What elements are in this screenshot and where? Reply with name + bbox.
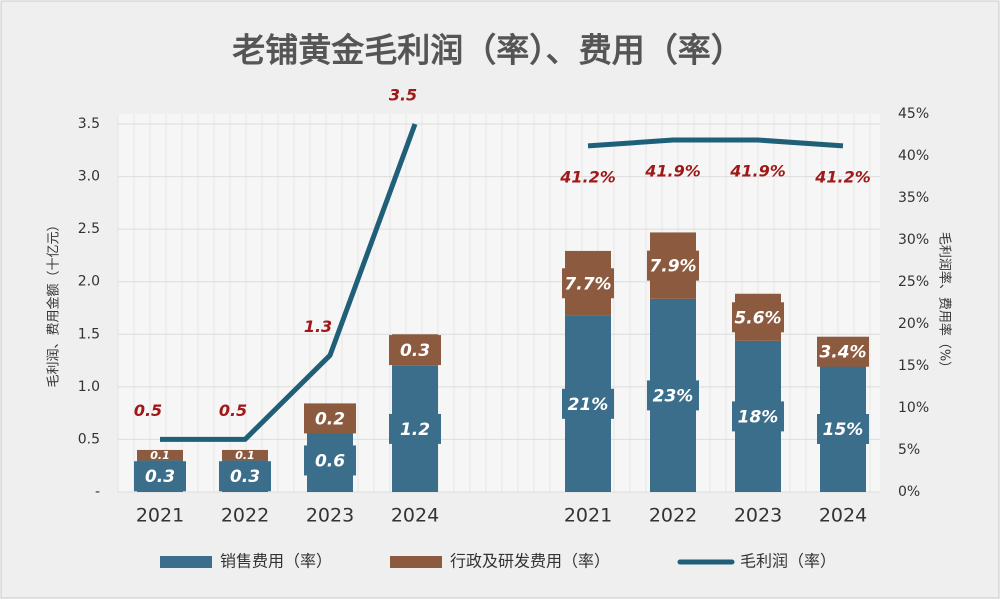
x-tick-label: 2023 [306,505,354,527]
label-box [304,403,356,434]
data-label: 0.3 [145,467,175,487]
legend-label: 毛利润（率） [740,552,836,571]
label-box [562,388,614,419]
y-tick-label: 3.0 [78,169,100,185]
x-tick-label: 2022 [221,505,269,527]
data-label: 15% [823,420,864,440]
data-label: 18% [738,407,779,427]
bar [222,449,268,461]
y-tick-label: 40% [898,148,929,164]
x-tick-label: 2021 [564,505,612,527]
legend-label: 销售费用（率） [220,552,332,571]
bar [137,449,183,461]
label-box [134,461,186,492]
data-label: 41.2% [814,167,871,186]
legend-label: 行政及研发费用（率） [450,552,610,571]
data-label: 23% [653,386,694,406]
label-box [732,401,784,432]
y-tick-label: 35% [898,190,929,206]
data-label: 7.9% [649,257,696,277]
label-box [219,461,271,492]
y-tick-label: 30% [898,232,929,248]
data-label: 21% [568,395,609,415]
data-label: 0.1 [235,449,255,462]
data-label: 0.5 [219,401,247,420]
chart-title: 老铺黄金毛利润（率）、费用（率） [232,31,744,70]
label-box [817,336,869,367]
y-tick-label: 1.5 [78,326,100,342]
data-label: 0.3 [230,467,260,487]
label-box [389,335,441,366]
data-label: 41.9% [729,162,786,181]
legend-swatch [160,556,212,568]
y-tick-label: 0.5 [78,431,100,447]
y-axis-label: 毛利润、费用金额（十亿元） [46,218,62,387]
data-label: 0.6 [315,451,345,471]
label-box [732,302,784,333]
label-box [562,268,614,299]
x-tick-label: 2021 [136,505,184,527]
x-tick-label: 2024 [819,505,867,527]
legend-swatch [390,556,442,568]
x-tick-label: 2024 [391,505,439,527]
y-tick-label: 2.5 [78,221,100,237]
data-label: 0.2 [315,409,345,429]
y2-axis-label: 毛利润率、费用率（%） [937,232,953,374]
y-tick-label: 0% [898,484,920,500]
x-tick-label: 2023 [734,505,782,527]
y-tick-label: 15% [898,358,929,374]
y-tick-label: 3.5 [78,116,100,132]
data-label: 0.1 [150,449,170,462]
label-box [647,380,699,411]
line [587,137,844,149]
label-box [647,250,699,281]
y-tick-label: 45% [898,106,929,122]
line [160,123,418,442]
y-tick-label: - [95,484,100,500]
data-label: 0.5 [134,401,162,420]
data-label: 41.9% [644,162,701,181]
data-label: 3.4% [819,343,866,363]
y-tick-label: 10% [898,400,929,416]
y-tick-label: 1.0 [78,379,100,395]
data-label: 1.2 [400,420,430,440]
label-box [304,445,356,476]
label-box [389,413,441,444]
y-tick-label: 20% [898,316,929,332]
data-label: 7.7% [564,274,611,294]
y-tick-label: 25% [898,274,929,290]
y-tick-label: 5% [898,442,920,458]
label-box [817,414,869,444]
data-label: 3.5 [389,86,417,105]
data-label: 1.3 [304,317,332,336]
data-label: 0.3 [400,341,430,361]
x-tick-label: 2022 [649,505,697,527]
data-label: 41.2% [559,167,616,186]
data-label: 5.6% [734,308,781,328]
y-tick-label: 2.0 [78,274,100,290]
